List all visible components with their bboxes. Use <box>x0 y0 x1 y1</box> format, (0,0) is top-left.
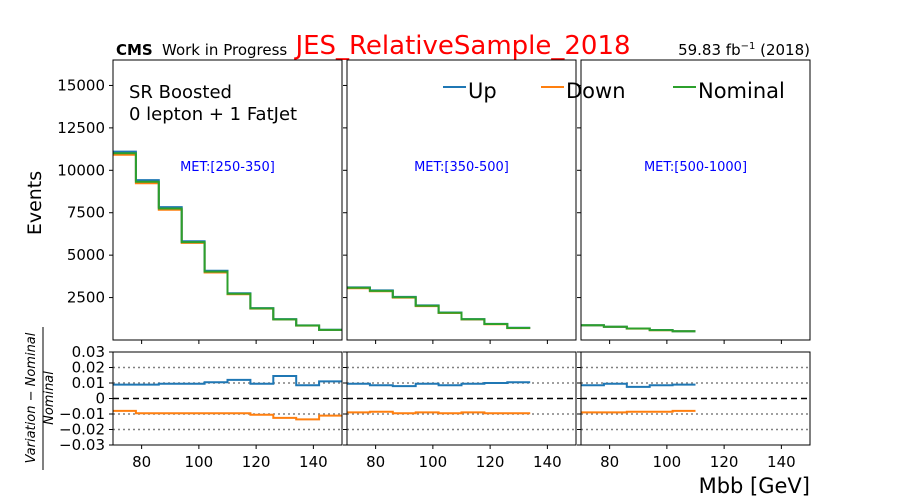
ratio-tick-label: −0.03 <box>59 436 105 454</box>
ratio-tick-label: −0.01 <box>59 405 105 423</box>
y-tick-label: 15000 <box>57 76 105 94</box>
x-tick-label: 140 <box>299 453 328 471</box>
x-tick-label: 140 <box>533 453 562 471</box>
x-tick-label: 80 <box>366 453 385 471</box>
events-series-group <box>347 286 531 330</box>
ratio-up-line <box>113 375 342 387</box>
legend-label-nominal: Nominal <box>698 79 785 103</box>
ratio-down-line <box>347 410 531 415</box>
cms-label: CMS <box>116 41 153 59</box>
region-label-line1: SR Boosted <box>129 82 232 103</box>
ratio-tick-label: 0.01 <box>72 374 105 392</box>
x-tick-label: 120 <box>710 453 739 471</box>
series-nominal-line <box>113 152 342 331</box>
events-axes-frame <box>580 59 811 341</box>
x-tick-label: 80 <box>600 453 619 471</box>
legend: Up Down Nominal <box>443 79 785 103</box>
y-tick-label: 5000 <box>67 246 105 264</box>
met-bin-label: MET:[250-350] <box>180 160 275 175</box>
ratio-series-group <box>581 366 810 431</box>
panel-1: MET:[250-350] 80 100 120 140 2500 5000 7500 1000… <box>57 59 343 471</box>
plot-panels: MET:[250-350]80 100 120 1402500500075001000… <box>57 59 811 471</box>
y-tick-label: 10000 <box>57 161 105 179</box>
events-series-group <box>581 324 696 333</box>
x-tick-label: 120 <box>476 453 505 471</box>
y-tick-label: 2500 <box>67 289 105 307</box>
ratio-tick-label: −0.02 <box>59 421 105 439</box>
ratio-up-line <box>581 382 696 388</box>
ratio-series-group <box>347 366 576 431</box>
x-tick-label: 80 <box>132 453 151 471</box>
luminosity-label: 59.83 fb−1 (2018) <box>678 41 810 59</box>
series-nominal-line <box>581 324 696 333</box>
ratio-tick-label: 0.03 <box>72 343 105 361</box>
x-tick-label: 140 <box>767 453 796 471</box>
ratio-down-line <box>581 409 696 414</box>
x-tick-label: 100 <box>419 453 448 471</box>
series-up-line <box>113 150 342 331</box>
y-axis-title: Events <box>24 171 46 235</box>
ratio-series-group <box>113 366 342 431</box>
luminosity-value: 59.83 fb <box>678 41 741 59</box>
events-series-group <box>113 150 342 331</box>
ratio-up-line <box>347 381 531 388</box>
luminosity-year: (2018) <box>755 41 810 59</box>
ratio-down-line <box>113 409 342 421</box>
x-tick-label: 100 <box>653 453 682 471</box>
ratio-y-title-denominator: Nominal <box>42 371 57 425</box>
region-label-line2: 0 lepton + 1 FatJet <box>129 104 297 125</box>
x-tick-label: 100 <box>185 453 214 471</box>
figure-title: JES_RelativeSample_2018 <box>293 31 630 61</box>
ratio-y-title-numerator: Variation − Nominal <box>24 332 39 463</box>
met-bin-label: MET:[500-1000] <box>644 160 747 175</box>
met-bin-label: MET:[350-500] <box>414 160 509 175</box>
work-in-progress-label: Work in Progress <box>162 41 287 59</box>
x-tick-label: 120 <box>242 453 271 471</box>
panel-3: MET:[500-1000] 80 100 120 140 <box>577 59 811 471</box>
events-axes-frame <box>112 59 343 341</box>
panel-2: MET:[350-500] 80 100 120 140 <box>343 59 577 471</box>
x-axis-title: Mbb [GeV] <box>699 474 810 498</box>
y-tick-label: 7500 <box>67 204 105 222</box>
ratio-tick-label: 0.02 <box>72 359 105 377</box>
events-axes-frame <box>346 59 577 341</box>
y-tick-label: 12500 <box>57 119 105 137</box>
legend-label-up: Up <box>468 79 497 103</box>
legend-label-down: Down <box>566 79 626 103</box>
luminosity-exponent: −1 <box>741 41 756 52</box>
ratio-tick-label: 0 <box>95 390 105 408</box>
series-nominal-line <box>347 286 531 329</box>
